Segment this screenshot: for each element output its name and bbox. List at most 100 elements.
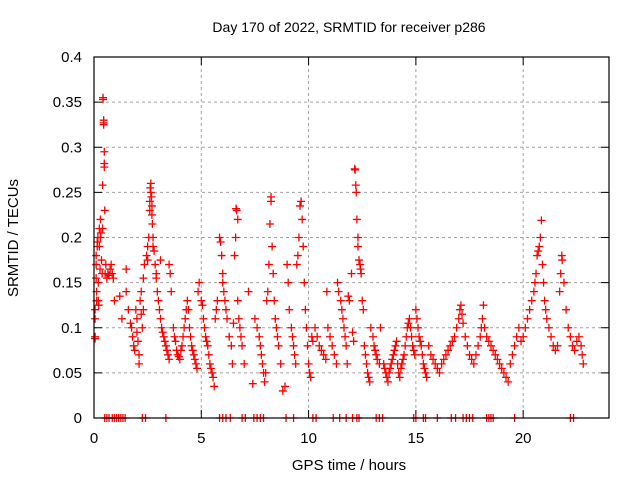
- data-point: [527, 296, 536, 305]
- data-point: [371, 346, 380, 355]
- data-point: [218, 269, 227, 278]
- data-point: [411, 305, 420, 314]
- data-point: [265, 219, 274, 228]
- data-point: [415, 332, 424, 341]
- y-tick-label: 0.15: [53, 275, 82, 292]
- data-point: [253, 323, 262, 332]
- data-point: [322, 287, 331, 296]
- data-point: [521, 323, 530, 332]
- data-point: [523, 314, 532, 323]
- data-point: [424, 341, 433, 350]
- data-point: [508, 350, 517, 359]
- grid-lines: [94, 57, 609, 418]
- data-point: [228, 359, 237, 368]
- data-point: [562, 305, 571, 314]
- data-point: [414, 323, 423, 332]
- data-point: [302, 323, 311, 332]
- data-point: [129, 341, 138, 350]
- data-point: [290, 350, 299, 359]
- data-point: [456, 301, 465, 310]
- data-point: [421, 368, 430, 377]
- data-point: [143, 256, 152, 265]
- data-point: [91, 314, 100, 323]
- data-point: [368, 332, 377, 341]
- data-point: [525, 305, 534, 314]
- data-point: [358, 296, 367, 305]
- data-point: [564, 323, 573, 332]
- data-point: [446, 341, 455, 350]
- data-point: [458, 310, 467, 319]
- data-point: [223, 314, 232, 323]
- data-point: [480, 323, 489, 332]
- data-point: [156, 314, 165, 323]
- data-point: [499, 368, 508, 377]
- data-point: [535, 242, 544, 251]
- data-point: [210, 382, 219, 391]
- data-point: [450, 332, 459, 341]
- data-point: [382, 373, 391, 382]
- data-point: [379, 359, 388, 368]
- data-point: [173, 350, 182, 359]
- data-point: [383, 377, 392, 386]
- data-point: [288, 332, 297, 341]
- data-point: [313, 332, 322, 341]
- data-point: [220, 296, 229, 305]
- data-point: [574, 332, 583, 341]
- data-point: [328, 341, 337, 350]
- data-point: [355, 256, 364, 265]
- data-point: [292, 260, 301, 269]
- data-point: [160, 337, 169, 346]
- data-point: [394, 368, 403, 377]
- data-point: [91, 305, 100, 314]
- data-point: [211, 314, 220, 323]
- x-tick-labels: 0 5 10 15 20: [90, 430, 532, 447]
- data-point: [194, 287, 203, 296]
- data-point: [536, 233, 545, 242]
- data-point: [244, 287, 253, 296]
- data-point: [100, 206, 109, 215]
- data-point: [199, 314, 208, 323]
- data-point: [365, 377, 374, 386]
- data-point: [126, 319, 135, 328]
- data-point: [344, 292, 353, 301]
- data-point: [109, 274, 118, 283]
- y-tick-label: 0: [74, 410, 82, 427]
- y-tick-label: 0.25: [53, 184, 82, 201]
- data-point: [497, 364, 506, 373]
- data-point: [238, 341, 247, 350]
- data-point: [154, 296, 163, 305]
- data-point: [315, 341, 324, 350]
- data-point: [308, 337, 317, 346]
- data-point: [97, 256, 106, 265]
- data-point: [479, 301, 488, 310]
- data-point: [219, 287, 228, 296]
- data-point: [293, 251, 302, 260]
- data-point: [493, 355, 502, 364]
- y-tick-label: 0.05: [53, 365, 82, 382]
- data-point: [352, 188, 361, 197]
- data-point: [388, 355, 397, 364]
- data-point: [287, 323, 296, 332]
- data-point: [177, 341, 186, 350]
- data-point: [204, 350, 213, 359]
- data-point: [298, 215, 307, 224]
- data-point: [187, 341, 196, 350]
- data-point: [459, 319, 468, 328]
- data-point: [195, 278, 204, 287]
- data-point: [559, 278, 568, 287]
- data-point: [392, 337, 401, 346]
- data-point: [191, 359, 200, 368]
- data-point: [544, 323, 553, 332]
- data-point: [128, 332, 137, 341]
- data-point: [146, 179, 155, 188]
- data-point: [345, 296, 354, 305]
- data-point: [452, 323, 461, 332]
- data-point: [164, 350, 173, 359]
- data-point: [363, 368, 372, 377]
- data-point: [303, 341, 312, 350]
- data-point: [304, 359, 313, 368]
- data-point: [339, 323, 348, 332]
- data-point: [139, 274, 148, 283]
- data-point: [137, 287, 146, 296]
